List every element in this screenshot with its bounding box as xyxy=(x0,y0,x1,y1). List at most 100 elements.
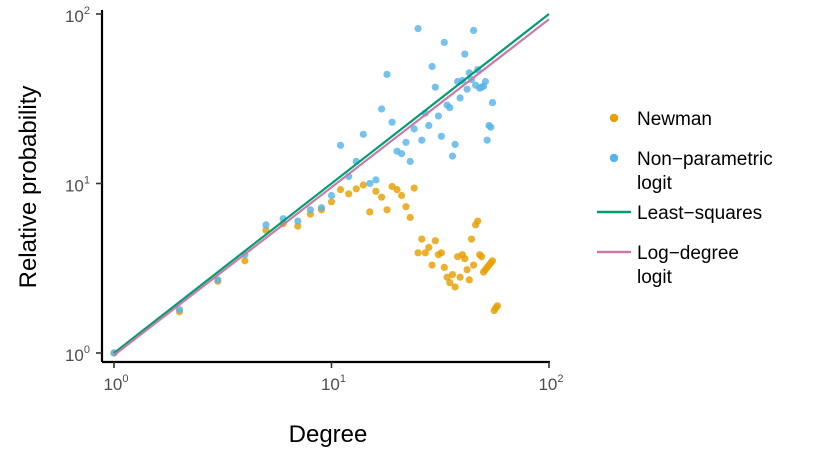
legend: Newman Non−parametric logit Least−squares Lo… xyxy=(597,109,773,288)
non-parametric-logit-point xyxy=(431,83,439,91)
log-degree-logit-line xyxy=(113,18,550,357)
y-tick-label: 101 xyxy=(65,175,90,196)
x-tick-label: 101 xyxy=(321,373,346,394)
legend-key-point xyxy=(609,113,619,123)
non-parametric-logit-point xyxy=(487,123,495,131)
newman-point xyxy=(463,266,471,274)
non-parametric-logit-point xyxy=(448,152,457,160)
non-parametric-logit-point xyxy=(294,217,302,225)
y-ticks: 100 101 102 xyxy=(65,5,102,365)
newman-point xyxy=(446,279,454,287)
non-parametric-logit-point xyxy=(327,191,336,200)
legend-label: Least−squares xyxy=(637,203,762,224)
non-parametric-logit-point xyxy=(414,25,422,33)
newman-point xyxy=(440,263,448,271)
non-parametric-logit-point xyxy=(378,105,386,113)
non-parametric-logit-point xyxy=(410,125,418,133)
non-parametric-logit-point xyxy=(451,140,459,148)
x-ticks: 100 101 102 xyxy=(103,362,564,394)
non-parametric-logit-point xyxy=(470,26,478,34)
y-tick-label: 100 xyxy=(65,344,90,365)
legend-key-point xyxy=(609,153,619,163)
non-parametric-logit-point xyxy=(481,77,489,86)
newman-point xyxy=(428,261,436,269)
x-tick-label: 102 xyxy=(538,373,563,394)
newman-point xyxy=(398,191,406,200)
x-axis-title: Degree xyxy=(289,421,368,448)
non-parametric-logit-point xyxy=(317,204,326,212)
non-parametric-logit-point xyxy=(418,136,426,144)
legend-label: Log−degree xyxy=(637,243,739,264)
non-parametric-logit-point xyxy=(398,150,406,158)
non-parametric-logit-point xyxy=(372,176,380,184)
newman-point xyxy=(456,273,464,281)
newman-point xyxy=(352,185,360,193)
legend-item-newman: Newman xyxy=(609,109,712,130)
newman-point xyxy=(383,206,391,214)
newman-point xyxy=(493,302,502,310)
newman-point xyxy=(393,186,401,194)
non-parametric-logit-point xyxy=(359,130,367,138)
newman-point xyxy=(294,222,302,230)
newman-point xyxy=(336,186,345,194)
non-parametric-logit-point xyxy=(406,157,414,165)
newman-point xyxy=(448,271,457,279)
newman-point xyxy=(402,203,410,211)
non-parametric-logit-point xyxy=(434,112,442,120)
least-squares-line xyxy=(113,13,550,354)
newman-point xyxy=(418,235,426,243)
newman-point xyxy=(488,257,497,265)
non-parametric-logit-point xyxy=(214,276,222,284)
non-parametric-logit-point xyxy=(388,118,396,126)
non-parametric-logit-point xyxy=(446,104,454,112)
non-parametric-logit-point xyxy=(425,121,433,130)
non-parametric-logit-point xyxy=(463,85,471,93)
y-tick-label: 102 xyxy=(65,5,90,26)
legend-label: logit xyxy=(637,267,673,288)
legend-item-log_degree: Log−degree logit xyxy=(597,243,739,288)
newman-point xyxy=(467,235,476,243)
lines-layer xyxy=(113,13,550,357)
non-parametric-logit-point xyxy=(306,206,314,214)
non-parametric-logit-point xyxy=(456,94,464,102)
non-parametric-logit-point xyxy=(366,179,374,188)
points-layer xyxy=(110,25,502,357)
newman-point xyxy=(241,257,249,265)
newman-point xyxy=(451,283,459,291)
newman-point xyxy=(359,181,367,189)
newman-point xyxy=(372,187,380,195)
newman-point xyxy=(366,208,374,216)
newman-point xyxy=(410,184,418,192)
newman-point xyxy=(474,217,482,225)
x-tick-label: 100 xyxy=(103,373,128,394)
non-parametric-logit-point xyxy=(437,132,445,140)
newman-point xyxy=(378,193,386,201)
newman-point xyxy=(478,253,486,261)
newman-point xyxy=(421,249,429,257)
non-parametric-logit-point xyxy=(428,62,436,71)
newman-point xyxy=(465,276,473,284)
non-parametric-logit-point xyxy=(440,38,448,47)
non-parametric-logit-point xyxy=(175,306,184,314)
non-parametric-logit-point xyxy=(262,221,270,229)
newman-point xyxy=(425,243,433,251)
newman-point xyxy=(406,213,414,222)
legend-label: logit xyxy=(637,173,673,194)
non-parametric-logit-point xyxy=(383,70,391,78)
newman-point xyxy=(414,249,422,257)
non-parametric-logit-point xyxy=(336,141,345,149)
newman-point xyxy=(327,198,336,206)
newman-point xyxy=(470,261,478,269)
legend-item-nonparametric: Non−parametric logit xyxy=(609,149,773,194)
non-parametric-logit-point xyxy=(402,138,410,146)
newman-point xyxy=(431,237,439,245)
newman-point xyxy=(345,190,353,198)
newman-point xyxy=(461,255,469,263)
non-parametric-logit-point xyxy=(488,99,497,107)
legend-label: Non−parametric xyxy=(637,149,773,170)
legend-item-least_squares: Least−squares xyxy=(597,203,762,224)
y-axis-title: Relative probability xyxy=(15,86,42,289)
newman-point xyxy=(443,273,451,281)
legend-label: Newman xyxy=(637,109,712,130)
